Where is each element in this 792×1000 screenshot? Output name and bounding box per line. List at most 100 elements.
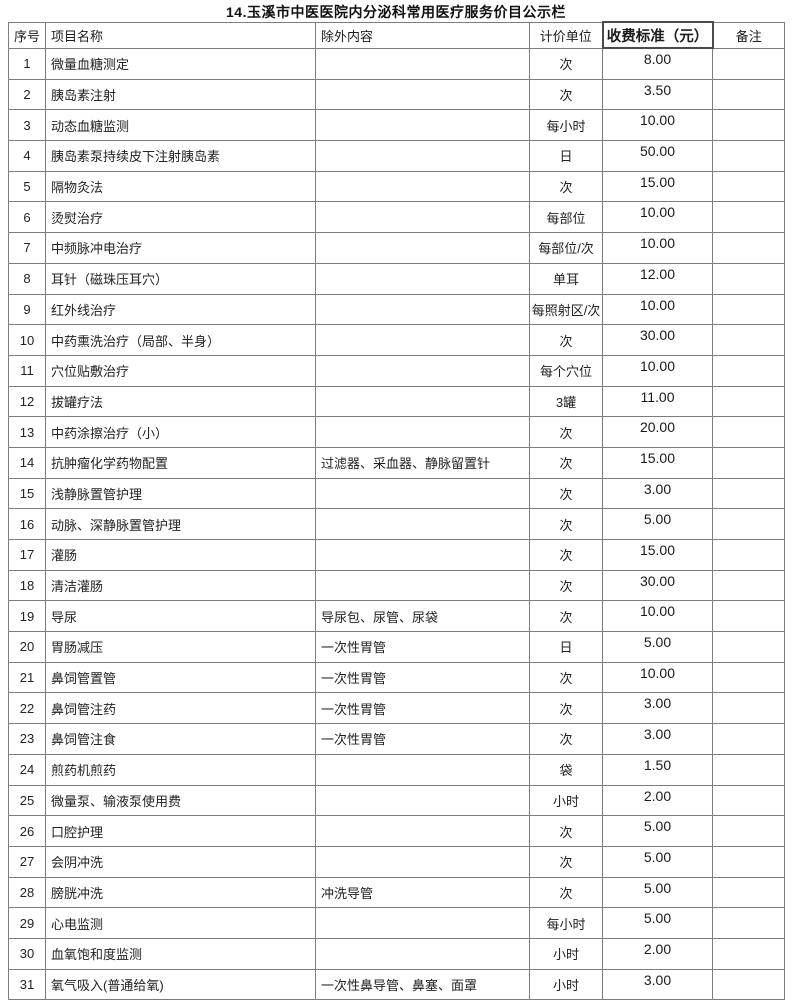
cell-unit: 次 — [529, 78, 603, 111]
cell-note — [712, 324, 785, 356]
cell-item-name: 鼻饲管注食 — [45, 723, 316, 755]
cell-price: 2.00 — [602, 937, 713, 970]
cell-unit: 每照射区/次 — [529, 293, 603, 326]
cell-exclusion — [315, 845, 530, 878]
cell-no: 28 — [8, 876, 46, 909]
table-header-row: 序号 项目名称 除外内容 计价单位 收费标准（元） 备注 — [8, 21, 785, 49]
cell-no: 19 — [8, 600, 46, 633]
cell-price: 10.00 — [602, 354, 713, 387]
table-row: 15 浅静脉置管护理 次 3.00 — [8, 477, 785, 510]
cell-unit: 单耳 — [529, 262, 603, 295]
cell-exclusion — [315, 907, 530, 939]
cell-price: 5.00 — [602, 907, 713, 939]
cell-unit: 小时 — [529, 784, 603, 817]
table-row: 14 抗肿瘤化学药物配置 过滤器、采血器、静脉留置针 次 15.00 — [8, 446, 785, 479]
cell-no: 11 — [8, 354, 46, 387]
table-row: 18 清洁灌肠 次 30.00 — [8, 569, 785, 602]
cell-exclusion — [315, 354, 530, 387]
cell-note — [712, 968, 785, 1000]
cell-unit: 次 — [529, 446, 603, 479]
cell-price: 30.00 — [602, 569, 713, 602]
cell-note — [712, 262, 785, 295]
cell-item-name: 清洁灌肠 — [45, 569, 316, 602]
cell-unit: 每小时 — [529, 109, 603, 142]
cell-exclusion: 一次性鼻导管、鼻塞、面罩 — [315, 968, 530, 1000]
cell-no: 14 — [8, 446, 46, 479]
cell-item-name: 浅静脉置管护理 — [45, 477, 316, 510]
cell-price: 5.00 — [602, 508, 713, 540]
cell-note — [712, 907, 785, 939]
col-header-item-name: 项目名称 — [45, 21, 316, 49]
cell-item-name: 胃肠减压 — [45, 631, 316, 663]
cell-unit: 3罐 — [529, 385, 603, 418]
cell-note — [712, 784, 785, 817]
cell-note — [712, 477, 785, 510]
cell-item-name: 氧气吸入(普通给氧) — [45, 968, 316, 1000]
cell-no: 25 — [8, 784, 46, 817]
table-row: 30 血氧饱和度监测 小时 2.00 — [8, 937, 785, 970]
table-row: 9 红外线治疗 每照射区/次 10.00 — [8, 293, 785, 326]
cell-note — [712, 170, 785, 203]
cell-exclusion — [315, 815, 530, 847]
cell-no: 7 — [8, 232, 46, 264]
cell-unit: 小时 — [529, 937, 603, 970]
cell-unit: 每部位 — [529, 201, 603, 234]
cell-exclusion — [315, 109, 530, 142]
cell-note — [712, 354, 785, 387]
cell-item-name: 灌肠 — [45, 539, 316, 571]
cell-item-name: 耳针（磁珠压耳穴） — [45, 262, 316, 295]
cell-exclusion: 一次性胃管 — [315, 631, 530, 663]
cell-exclusion — [315, 232, 530, 264]
table-row: 4 胰岛素泵持续皮下注射胰岛素 日 50.00 — [8, 140, 785, 172]
cell-unit: 次 — [529, 508, 603, 540]
cell-item-name: 微量泵、输液泵使用费 — [45, 784, 316, 817]
table-row: 11 穴位贴敷治疗 每个穴位 10.00 — [8, 354, 785, 387]
cell-price: 10.00 — [602, 600, 713, 633]
cell-price: 10.00 — [602, 109, 713, 142]
cell-item-name: 血氧饱和度监测 — [45, 937, 316, 970]
cell-note — [712, 446, 785, 479]
cell-no: 29 — [8, 907, 46, 939]
cell-price: 5.00 — [602, 845, 713, 878]
cell-price: 10.00 — [602, 661, 713, 694]
cell-no: 6 — [8, 201, 46, 234]
table-row: 12 拔罐疗法 3罐 11.00 — [8, 385, 785, 418]
cell-price: 3.00 — [602, 723, 713, 755]
cell-note — [712, 815, 785, 847]
cell-no: 23 — [8, 723, 46, 755]
cell-no: 13 — [8, 416, 46, 448]
table-row: 27 会阴冲洗 次 5.00 — [8, 845, 785, 878]
cell-item-name: 红外线治疗 — [45, 293, 316, 326]
cell-price: 3.00 — [602, 477, 713, 510]
cell-note — [712, 600, 785, 633]
table-row: 13 中药涂擦治疗（小） 次 20.00 — [8, 416, 785, 448]
cell-no: 26 — [8, 815, 46, 847]
cell-exclusion — [315, 508, 530, 540]
cell-item-name: 拔罐疗法 — [45, 385, 316, 418]
cell-price: 11.00 — [602, 385, 713, 418]
cell-note — [712, 78, 785, 111]
table-row: 31 氧气吸入(普通给氧) 一次性鼻导管、鼻塞、面罩 小时 3.00 — [8, 968, 785, 1000]
cell-exclusion — [315, 78, 530, 111]
col-header-note: 备注 — [712, 21, 785, 49]
table-row: 16 动脉、深静脉置管护理 次 5.00 — [8, 508, 785, 540]
cell-unit: 次 — [529, 569, 603, 602]
cell-unit: 次 — [529, 477, 603, 510]
cell-item-name: 隔物灸法 — [45, 170, 316, 203]
cell-note — [712, 416, 785, 448]
cell-unit: 次 — [529, 324, 603, 356]
cell-price: 12.00 — [602, 262, 713, 295]
cell-item-name: 穴位贴敷治疗 — [45, 354, 316, 387]
cell-exclusion — [315, 477, 530, 510]
cell-unit: 日 — [529, 140, 603, 172]
cell-price: 3.00 — [602, 692, 713, 725]
cell-unit: 次 — [529, 815, 603, 847]
cell-exclusion — [315, 784, 530, 817]
cell-unit: 次 — [529, 692, 603, 725]
table-row: 7 中频脉冲电治疗 每部位/次 10.00 — [8, 232, 785, 264]
cell-price: 1.50 — [602, 753, 713, 786]
cell-exclusion — [315, 293, 530, 326]
table-row: 29 心电监测 每小时 5.00 — [8, 907, 785, 939]
cell-note — [712, 539, 785, 571]
cell-item-name: 会阴冲洗 — [45, 845, 316, 878]
